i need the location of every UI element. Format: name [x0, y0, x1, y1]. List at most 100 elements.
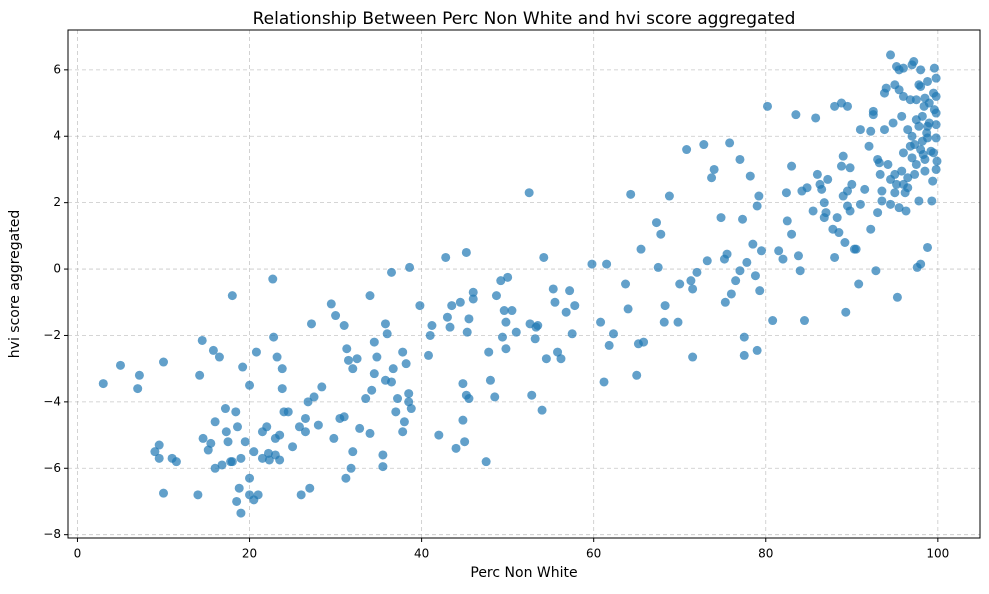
scatter-point [441, 252, 451, 262]
scatter-point [929, 148, 939, 158]
scatter-point [481, 457, 491, 467]
scatter-point [845, 163, 855, 173]
scatter-point [752, 201, 762, 211]
scatter-point [220, 404, 230, 414]
scatter-point [883, 159, 893, 169]
y-axis-label: hvi score aggregated [7, 210, 23, 358]
scatter-point [548, 284, 558, 294]
scatter-point [232, 496, 242, 506]
scatter-point [916, 65, 926, 75]
scatter-point [317, 382, 327, 392]
scatter-point [639, 337, 649, 347]
scatter-point [245, 473, 255, 483]
scatter-point [406, 404, 416, 414]
scatter-point [346, 463, 356, 473]
scatter-point [755, 286, 765, 296]
scatter-point [269, 332, 279, 342]
scatter-point [739, 350, 749, 360]
scatter-point [920, 166, 930, 176]
scatter-point [866, 224, 876, 234]
scatter-point [855, 125, 865, 135]
scatter-point [541, 354, 551, 364]
scatter-point [208, 345, 218, 355]
scatter-point [787, 229, 797, 239]
scatter-point [877, 196, 887, 206]
scatter-point [836, 161, 846, 171]
scatter-point [911, 95, 921, 105]
scatter-point [217, 460, 227, 470]
y-tick-label: −2 [43, 328, 61, 342]
plot-frame [67, 29, 981, 539]
scatter-point [653, 262, 663, 272]
scatter-point [903, 173, 913, 183]
scatter-point [928, 176, 938, 186]
scatter-point [264, 455, 274, 465]
scatter-point [866, 126, 876, 136]
scatter-point [468, 294, 478, 304]
scatter-point [811, 113, 821, 123]
scatter-point [840, 237, 850, 247]
scatter-point [464, 314, 474, 324]
scatter-point [399, 417, 409, 427]
scatter-point [931, 164, 941, 174]
scatter-point [596, 317, 606, 327]
scatter-point [159, 488, 169, 498]
scatter-point [907, 153, 917, 163]
scatter-point [881, 83, 891, 93]
scatter-point [236, 508, 246, 518]
scatter-point [154, 440, 164, 450]
scatter-point [830, 101, 840, 111]
scatter-point [294, 422, 304, 432]
scatter-point [501, 317, 511, 327]
scatter-point [875, 169, 885, 179]
scatter-point [739, 332, 749, 342]
scatter-point [931, 133, 941, 143]
scatter-point [134, 370, 144, 380]
scatter-point [232, 422, 242, 432]
scatter-point [894, 85, 904, 95]
scatter-point [198, 433, 208, 443]
scatter-point [768, 316, 778, 326]
scatter-point [929, 63, 939, 73]
scatter-point [306, 319, 316, 329]
scatter-point [210, 417, 220, 427]
scatter-point [461, 247, 471, 257]
scatter-point [369, 337, 379, 347]
scatter-point [221, 427, 231, 437]
scatter-point [283, 407, 293, 417]
x-tick-label: 20 [242, 547, 257, 561]
scatter-point [855, 199, 865, 209]
scatter-point [382, 329, 392, 339]
scatter-point [841, 307, 851, 317]
scatter-point [115, 360, 125, 370]
scatter-point [378, 462, 388, 472]
y-tick-label: −8 [43, 527, 61, 541]
scatter-point [352, 354, 362, 364]
scatter-point [901, 206, 911, 216]
scatter-point [812, 169, 822, 179]
scatter-point [427, 321, 437, 331]
scatter-point [398, 427, 408, 437]
scatter-point [787, 161, 797, 171]
scatter-point [485, 375, 495, 385]
scatter-point [626, 189, 636, 199]
scatter-point [262, 422, 272, 432]
scatter-point [890, 188, 900, 198]
scatter-point [263, 448, 273, 458]
scatter-point [195, 370, 205, 380]
scatter-point [886, 199, 896, 209]
scatter-point [914, 196, 924, 206]
scatter-point [632, 370, 642, 380]
scatter-point [133, 384, 143, 394]
scatter-point [623, 304, 633, 314]
scatter-point [868, 110, 878, 120]
scatter-point [405, 262, 415, 272]
scatter-point [171, 457, 181, 467]
scatter-point [782, 216, 792, 226]
scatter-point [524, 188, 534, 198]
scatter-point [404, 389, 414, 399]
scatter-point [530, 334, 540, 344]
scatter-point [369, 369, 379, 379]
scatter-point [673, 317, 683, 327]
scatter-point [688, 284, 698, 294]
